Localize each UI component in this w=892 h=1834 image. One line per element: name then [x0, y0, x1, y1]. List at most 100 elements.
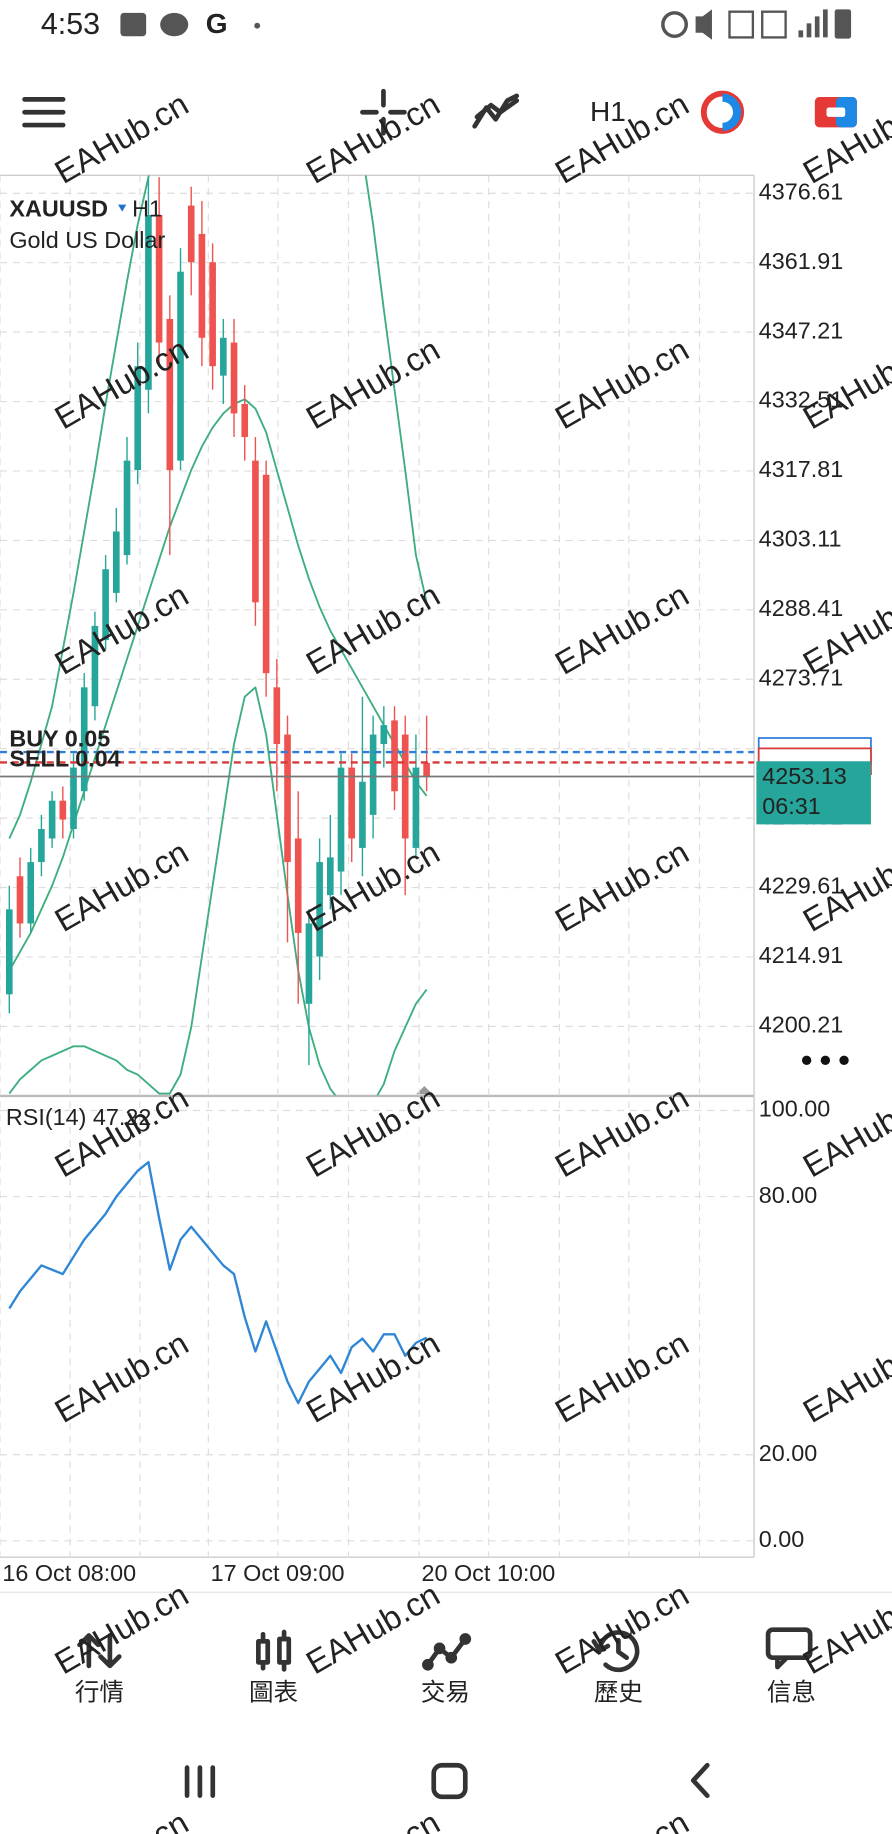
candle-body — [305, 923, 313, 1004]
nav-icon-history[interactable] — [591, 1630, 640, 1673]
candle-body — [241, 403, 249, 438]
symbol-description: Gold US Dollar — [9, 227, 165, 253]
candle-body — [359, 781, 366, 848]
watermark: EAHub.cn — [796, 1803, 892, 1834]
candle-body — [91, 625, 99, 707]
indicators-button[interactable] — [472, 93, 520, 129]
rsi-tick-label: 20.00 — [759, 1440, 818, 1466]
nav-label[interactable]: 歷史 — [594, 1678, 643, 1706]
watermark: EAHub.cn — [549, 1575, 695, 1681]
signals-button[interactable] — [700, 90, 745, 134]
trade-button[interactable] — [814, 97, 857, 128]
watermark: EAHub.cn — [796, 1324, 892, 1430]
watermark: EAHub.cn — [300, 1324, 446, 1430]
candle-body — [48, 800, 56, 839]
timeframe-button[interactable]: H1 — [590, 96, 626, 127]
y-tick-label: 4332.51 — [759, 387, 844, 413]
watermark: EAHub.cn — [549, 1079, 695, 1185]
y-tick-label: 4376.61 — [759, 178, 844, 204]
watermark: EAHub.cn — [796, 1079, 892, 1185]
candle-body — [348, 767, 356, 839]
rsi-tick-label: 100.00 — [759, 1096, 831, 1122]
watermark: EAHub.cn — [300, 1079, 446, 1185]
status-icons-left: G — [120, 8, 261, 39]
candle-body — [155, 215, 163, 343]
x-tick-label: 16 Oct 08:00 — [2, 1560, 136, 1586]
watermark: EAHub.cn — [549, 576, 695, 682]
candle-body — [145, 215, 152, 390]
y-tick-label: 4200.21 — [759, 1012, 844, 1038]
symbol-dropdown[interactable] — [118, 204, 127, 212]
nav-label[interactable]: 圖表 — [249, 1678, 298, 1706]
watermark: EAHub.cn — [300, 330, 446, 436]
candle-body — [316, 862, 323, 957]
candle-body — [252, 460, 259, 603]
candle-body — [230, 342, 238, 414]
rsi-title: RSI(14) 47.22 — [6, 1104, 152, 1130]
watermark: EAHub.cn — [549, 1324, 695, 1430]
rsi-plot — [8, 1160, 428, 1405]
symbol[interactable]: XAUUSD — [9, 196, 108, 222]
candle-body — [166, 318, 174, 471]
current-price-label: 4253.13 — [762, 763, 847, 789]
watermark: EAHub.cn — [48, 1803, 194, 1834]
nav-icon-trade[interactable] — [422, 1633, 472, 1671]
back-button[interactable] — [690, 1762, 710, 1798]
order-label: BUY 0.05 — [9, 726, 110, 752]
y-tick-label: 4303.11 — [759, 526, 842, 552]
nav-icon-messages[interactable] — [765, 1627, 813, 1670]
bar-timer: 06:31 — [762, 793, 821, 819]
candle-body — [262, 474, 270, 674]
crosshair-button[interactable] — [360, 88, 407, 136]
recents-button[interactable] — [184, 1765, 216, 1798]
watermark: EAHub.cn — [48, 1575, 194, 1681]
more-button[interactable] — [801, 1055, 849, 1066]
nav-icon-quotes[interactable] — [77, 1633, 122, 1669]
rsi-tick-label: 0.00 — [759, 1526, 805, 1552]
watermark: EAHub.cn — [300, 576, 446, 682]
nav-label[interactable]: 交易 — [421, 1678, 470, 1706]
watermark: EAHub.cn — [796, 330, 892, 436]
candle-body — [423, 762, 430, 777]
candle-body — [401, 734, 409, 839]
candle-body — [177, 271, 184, 461]
candle-body — [70, 767, 77, 830]
menu-button[interactable] — [22, 97, 66, 128]
candle-body — [273, 687, 281, 745]
x-tick-label: 17 Oct 09:00 — [211, 1560, 345, 1586]
svg-text:G: G — [206, 8, 228, 39]
watermark: EAHub.cn — [549, 833, 695, 939]
x-tick-label: 20 Oct 10:00 — [421, 1560, 555, 1586]
nav-label[interactable]: 信息 — [767, 1678, 816, 1706]
candle-body — [59, 800, 67, 820]
watermark: EAHub.cn — [549, 1803, 695, 1834]
candle-body — [134, 366, 142, 471]
candle-body — [6, 909, 13, 995]
panel-resize-handle[interactable] — [416, 1086, 433, 1095]
candle-body — [123, 460, 131, 556]
y-tick-label: 4317.81 — [759, 456, 844, 482]
band-line — [8, 398, 428, 972]
nav-label[interactable]: 行情 — [75, 1678, 124, 1706]
candle-body — [113, 531, 120, 593]
nav-icon-chart[interactable] — [256, 1629, 292, 1672]
y-tick-label: 4214.91 — [759, 942, 844, 968]
status-icons-right — [661, 9, 852, 40]
rsi-tick-label: 80.00 — [759, 1182, 818, 1208]
candle-body — [38, 829, 45, 863]
candle-body — [337, 767, 345, 872]
band-line — [8, 175, 428, 839]
status-time: 4:53 — [41, 7, 100, 41]
y-tick-label: 4229.61 — [759, 873, 844, 899]
home-button[interactable] — [431, 1762, 468, 1800]
axes: 16 Oct 08:00 17 Oct 09:00 20 Oct 10:00 4376… — [2, 178, 872, 1586]
watermark: EAHub.cn — [796, 1575, 892, 1681]
candle-body — [284, 734, 291, 863]
candle-body — [369, 734, 377, 815]
candle-body — [102, 569, 109, 641]
chart-timeframe: H1 — [132, 196, 162, 222]
candle-body — [187, 205, 195, 263]
candle-body — [327, 857, 334, 896]
